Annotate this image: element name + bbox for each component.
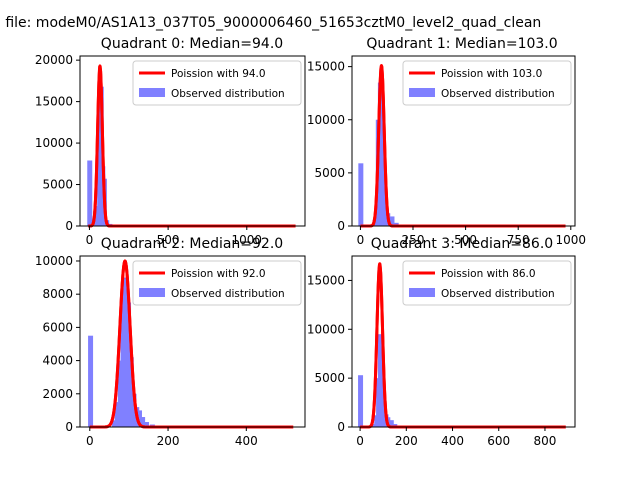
legend-bar-swatch bbox=[409, 288, 435, 297]
panel-title: Quadrant 0: Median=94.0 bbox=[101, 36, 283, 52]
y-tick-label: 8000 bbox=[42, 287, 73, 301]
legend-box bbox=[402, 60, 572, 106]
x-tick-label: 500 bbox=[157, 233, 180, 247]
axes-frame bbox=[79, 55, 306, 227]
legend: Poission with 92.0 Observed distribution bbox=[132, 260, 302, 306]
panel-title: Quadrant 1: Median=103.0 bbox=[366, 36, 557, 52]
poisson-curve-peak bbox=[364, 262, 395, 429]
panel-title: Quadrant 2: Median=92.0 bbox=[101, 236, 283, 252]
x-tick-label: 200 bbox=[395, 434, 418, 448]
y-tick-label: 15000 bbox=[307, 60, 345, 74]
y-tick-label: 10000 bbox=[307, 113, 345, 127]
histogram-bar bbox=[88, 335, 94, 427]
panel-title: Quadrant 3: Median=86.0 bbox=[371, 236, 553, 252]
y-tick-label: 0 bbox=[65, 219, 73, 233]
x-tick-label: 0 bbox=[357, 233, 365, 247]
histogram-bar bbox=[140, 417, 146, 427]
legend-bar-label: Observed distribution bbox=[171, 288, 285, 300]
histogram-bar bbox=[388, 420, 394, 427]
x-tick-label: 750 bbox=[507, 233, 530, 247]
legend-line-label: Poission with 103.0 bbox=[441, 68, 542, 80]
y-tick-label: 5000 bbox=[314, 166, 345, 180]
x-tick-label: 400 bbox=[441, 434, 464, 448]
x-tick-label: 400 bbox=[235, 434, 258, 448]
histogram-bar bbox=[87, 160, 93, 226]
histogram-bar bbox=[131, 393, 137, 427]
legend: Poission with 103.0 Observed distribution bbox=[402, 60, 572, 106]
histogram-bar bbox=[393, 222, 399, 226]
x-tick-label: 0 bbox=[86, 233, 94, 247]
histogram-bar bbox=[111, 420, 117, 427]
y-tick-label: 15000 bbox=[307, 273, 345, 287]
histogram-bar bbox=[144, 422, 150, 427]
axes-frame bbox=[351, 55, 576, 227]
histogram-bar bbox=[128, 357, 134, 427]
y-tick-label: 0 bbox=[337, 420, 345, 434]
legend-bar-swatch bbox=[139, 88, 165, 97]
figure-suptitle: n file: modeM0/AS1A13_037T05_9000006460_… bbox=[0, 15, 541, 31]
legend: Poission with 94.0 Observed distribution bbox=[132, 60, 302, 106]
histogram-bar bbox=[123, 277, 129, 427]
axes-frame bbox=[351, 255, 576, 428]
y-tick-label: 15000 bbox=[35, 95, 73, 109]
x-tick-label: 500 bbox=[454, 233, 477, 247]
legend: Poission with 86.0 Observed distribution bbox=[402, 260, 572, 306]
y-tick-label: 2000 bbox=[42, 387, 73, 401]
legend-bar-label: Observed distribution bbox=[441, 288, 555, 300]
x-tick-label: 800 bbox=[534, 434, 557, 448]
histogram-bar bbox=[120, 285, 126, 427]
histogram-bar bbox=[379, 363, 385, 427]
x-tick-label: 1000 bbox=[232, 233, 263, 247]
y-tick-label: 5000 bbox=[314, 371, 345, 385]
y-tick-label: 10000 bbox=[35, 254, 73, 268]
x-tick-label: 200 bbox=[157, 434, 180, 448]
legend-bar-swatch bbox=[409, 88, 435, 97]
poisson-curve-peak bbox=[86, 64, 114, 228]
histogram-bar bbox=[114, 402, 120, 427]
x-tick-label: 600 bbox=[487, 434, 510, 448]
histogram-bar bbox=[381, 400, 387, 427]
histogram-bar bbox=[382, 188, 388, 226]
legend-box bbox=[132, 60, 302, 106]
legend-box bbox=[132, 260, 302, 306]
histogram-bar bbox=[126, 302, 132, 427]
histogram-bar bbox=[136, 410, 142, 427]
x-tick-label: 250 bbox=[402, 233, 425, 247]
y-tick-label: 0 bbox=[337, 219, 345, 233]
poisson-curve-peak bbox=[366, 64, 397, 228]
legend-bar-label: Observed distribution bbox=[441, 88, 555, 100]
legend-bar-label: Observed distribution bbox=[171, 88, 285, 100]
x-tick-label: 0 bbox=[86, 434, 94, 448]
legend-box bbox=[402, 260, 572, 306]
poisson-curve-peak bbox=[98, 259, 152, 429]
legend-line-label: Poission with 92.0 bbox=[171, 268, 266, 280]
legend-line-label: Poission with 86.0 bbox=[441, 268, 536, 280]
legend-line-label: Poission with 94.0 bbox=[171, 68, 266, 80]
y-tick-label: 20000 bbox=[35, 53, 73, 67]
histogram-bar bbox=[117, 360, 123, 427]
y-tick-label: 5000 bbox=[42, 178, 73, 192]
axes-frame bbox=[79, 255, 306, 428]
legend-bar-swatch bbox=[139, 288, 165, 297]
histogram-bar bbox=[389, 216, 395, 226]
y-tick-label: 6000 bbox=[42, 320, 73, 334]
quadrant-panel-2: Quadrant 2: Median=92.002000400060008000… bbox=[35, 236, 306, 448]
y-tick-label: 10000 bbox=[307, 322, 345, 336]
histogram-bar bbox=[358, 375, 364, 427]
quadrant-panel-1: Quadrant 1: Median=103.0 0 5000 10000 15000 0… bbox=[307, 36, 586, 247]
y-tick-label: 4000 bbox=[42, 354, 73, 368]
x-tick-label: 0 bbox=[356, 434, 364, 448]
histogram-bar bbox=[98, 86, 104, 227]
y-tick-label: 0 bbox=[65, 420, 73, 434]
histogram-bar bbox=[358, 163, 364, 226]
quadrant-panel-0: Quadrant 0: Median=94.005000100001500020… bbox=[35, 36, 306, 247]
histogram-bar bbox=[380, 125, 385, 226]
x-tick-label: 1000 bbox=[556, 233, 587, 247]
y-tick-label: 10000 bbox=[35, 136, 73, 150]
